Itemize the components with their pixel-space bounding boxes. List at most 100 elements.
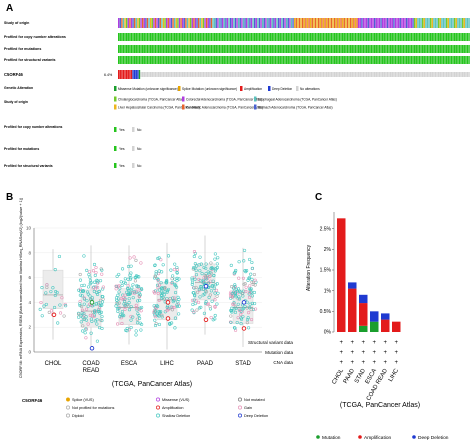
oncoprint-study-cell (439, 18, 441, 28)
oncoprint-cna-cell (265, 33, 267, 41)
panel-b-point (164, 281, 169, 285)
oncoprint-mut-cell (146, 45, 149, 53)
oncoprint-study-cell (270, 18, 272, 28)
oncoprint-gene-cell (150, 72, 152, 77)
panel-b-point (232, 272, 236, 276)
oncoprint-cna-cell (383, 33, 385, 41)
panel-b-point (204, 266, 208, 270)
oncoprint-sv-cell (327, 56, 329, 64)
panel-b-highlight-point (203, 317, 209, 323)
oncoprint-cna-cell (388, 33, 390, 41)
panel-b-point (138, 293, 142, 297)
panel-b-point (213, 298, 217, 302)
oncoprint-study-cell (194, 18, 197, 28)
oncoprint-cna-cell (146, 33, 149, 41)
oncoprint-sv-cell (137, 56, 139, 64)
panel-b-point (208, 274, 212, 278)
panel-b-point (196, 290, 200, 294)
panel-b-point (228, 320, 233, 324)
oncoprint-mut-cell (260, 45, 262, 53)
oncoprint-gene-cell (441, 72, 443, 77)
panel-b-point (204, 262, 208, 266)
panel-b-point (209, 267, 213, 271)
oncoprint-mut-cell (378, 45, 381, 53)
panel-b-point (198, 295, 202, 299)
legend-genetic-alteration-items: Missense Mutation (unknown significance)… (114, 86, 320, 91)
oncoprint-gene-cell (209, 72, 211, 77)
oncoprint-sv-cell (247, 56, 249, 64)
oncoprint-sv-cell (230, 56, 232, 64)
oncoprint-gene-cell (217, 72, 219, 77)
oncoprint-gene-cell (174, 72, 176, 77)
panel-b-point (101, 285, 105, 289)
legend-ga-swatch (240, 86, 243, 91)
legend-cna-no: No (137, 128, 141, 132)
oncoprint-mut-cell (180, 45, 182, 53)
oncoprint-gene-cell (279, 72, 281, 77)
oncoprint-study-cell (210, 18, 213, 28)
oncoprint-cna-cell (417, 33, 419, 41)
oncoprint-sv-cell (438, 56, 440, 64)
oncoprint-study-cell (326, 18, 328, 28)
oncoprint-mut-cell (294, 45, 296, 53)
panel-b-point (229, 308, 233, 312)
oncoprint-gene-cell (406, 72, 408, 77)
oncoprint-mut-cell (414, 45, 416, 53)
oncoprint-gene-cell (332, 72, 334, 77)
oncoprint-cna-cell (214, 33, 216, 41)
panel-b-highlight-point (165, 300, 171, 305)
panel-b-point (38, 307, 42, 311)
oncoprint-sv-cell (140, 56, 142, 64)
oncoprint-cna-cell (257, 33, 259, 41)
oncoprint-study-cell (380, 18, 382, 28)
oncoprint-gene-cell (278, 72, 280, 77)
panel-b-point (231, 302, 235, 306)
oncoprint-sv-cell (393, 56, 395, 64)
oncoprint-cna-cell (463, 33, 465, 41)
oncoprint-cna-cell (348, 33, 350, 41)
panel-c-bar-segment (392, 321, 401, 332)
oncoprint-cna-cell (186, 33, 189, 41)
oncoprint-sv-cell (252, 56, 254, 64)
panel-b-point (244, 285, 248, 289)
oncoprint-study-cell (350, 18, 352, 28)
oncoprint-cna-cell (161, 33, 163, 41)
oncoprint-gene-cell (122, 70, 125, 79)
oncoprint-sv-cell (374, 56, 376, 64)
oncoprint-sv-cell (198, 56, 200, 64)
oncoprint-gene-cell (449, 72, 451, 77)
oncoprint-cna-cell (150, 33, 152, 41)
oncoprint-study-cell (465, 18, 467, 28)
oncoprint-gene-cell (127, 70, 129, 79)
oncoprint-sv-cell (447, 56, 449, 64)
oncoprint-mut-cell (332, 45, 334, 53)
oncoprint-gene-cell (463, 72, 465, 77)
oncoprint-gene-cell (394, 72, 397, 77)
oncoprint-gene-cell (306, 72, 309, 77)
oncoprint-mut-cell (377, 45, 379, 53)
oncoprint-study-cell (159, 18, 161, 28)
oncoprint-study-cell (231, 18, 233, 28)
oncoprint-cna-cell (346, 33, 349, 41)
oncoprint-sv-cell (255, 56, 257, 64)
panel-b-point (233, 283, 237, 287)
panel-b-point (62, 314, 66, 318)
legend-study-items: Cholangiocarcinoma (TCGA, PanCancer Atla… (114, 96, 337, 110)
oncoprint-cna-cell (156, 33, 158, 41)
oncoprint-mut-cell (353, 45, 355, 53)
oncoprint-gene-cell (414, 72, 416, 77)
oncoprint-cna-cell (151, 33, 153, 41)
oncoprint-sv-cell (439, 56, 441, 64)
oncoprint-gene-cell (465, 72, 467, 77)
oncoprint-mut-cell (310, 45, 312, 53)
oncoprint-mut-cell (148, 45, 150, 53)
oncoprint-sv-cell (324, 56, 326, 64)
panel-b-point (78, 272, 82, 277)
oncoprint-mut-cell (154, 45, 157, 53)
oncoprint-mut-cell (169, 45, 171, 53)
oncoprint-sv-cell (326, 56, 328, 64)
oncoprint-study-cell (455, 18, 457, 28)
panel-b-point (93, 287, 98, 291)
oncoprint-study-cell (342, 18, 344, 28)
oncoprint-sv-cell (449, 56, 451, 64)
